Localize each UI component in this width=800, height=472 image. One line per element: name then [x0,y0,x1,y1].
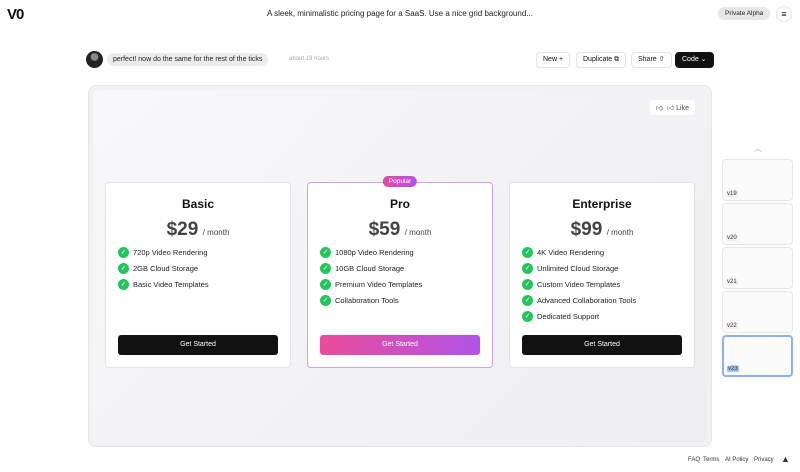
plan-price: $99 / month [522,219,682,241]
share-button[interactable]: Share ⇧ [631,52,672,68]
feature-label: 4K Video Rendering [537,247,604,257]
footer-terms[interactable]: Terms [703,457,720,463]
version-label: v22 [726,323,738,329]
version-thumbnail[interactable]: v19 [722,159,793,201]
hamburger-icon[interactable]: ≡ [776,6,792,22]
footer-ai-policy[interactable]: AI Policy [725,457,749,463]
check-icon: ✓ [522,246,533,258]
feature-item: ✓ Basic Video Templates [118,276,278,292]
feature-item: ✓ 720p Video Rendering [118,244,278,260]
chat-message: perfect! now do the same for the rest of… [107,53,269,66]
feature-item: ✓ Unlimited Cloud Storage [522,260,682,276]
code-button[interactable]: Code ⌄ [675,52,714,68]
check-icon: ✓ [320,278,331,290]
feature-label: Unlimited Cloud Storage [537,263,619,273]
popular-badge: Popular [382,176,418,187]
check-icon: ✓ [522,294,533,306]
new-button[interactable]: New + [536,52,571,68]
plan-name: Basic [181,197,215,211]
v0-logo[interactable]: V0 [7,6,24,23]
timestamp: about 19 hours [289,56,330,62]
feature-item: ✓ Dedicated Support [522,308,682,324]
private-alpha-badge: Private Alpha [718,7,771,20]
page-title: A sleek, minimalistic pricing page for a… [267,9,533,18]
thumbs-up-icon[interactable]: 👍︎ [666,105,675,112]
check-icon: ✓ [522,278,533,290]
get-started-button[interactable]: Get Started [320,335,480,355]
price-amount: $99 [570,219,603,240]
plan-name: Enterprise [572,197,632,211]
footer-privacy[interactable]: Privacy [754,457,774,463]
feature-item: ✓ 2GB Cloud Storage [118,260,278,276]
vercel-triangle-icon[interactable]: ▲ [781,454,790,464]
price-period: / month [202,228,230,237]
feature-item: ✓ Advanced Collaboration Tools [522,292,682,308]
feature-label: Premium Video Templates [335,279,423,289]
plan-price: $29 / month [118,219,278,241]
check-icon: ✓ [118,246,129,258]
feature-item: ✓ 10GB Cloud Storage [320,260,480,276]
feature-label: 720p Video Rendering [133,247,208,257]
avatar [86,51,103,68]
check-icon: ✓ [118,278,129,290]
version-label: v23 [727,366,739,372]
version-thumbnail[interactable]: v23 [722,335,793,377]
feature-label: Basic Video Templates [133,279,209,289]
version-label: v19 [726,191,738,197]
feature-label: Collaboration Tools [335,295,399,305]
feature-item: ✓ Premium Video Templates [320,276,480,292]
feature-item: ✓ 1080p Video Rendering [320,244,480,260]
feature-label: 10GB Cloud Storage [335,263,405,273]
duplicate-button[interactable]: Duplicate ⧉ [576,52,627,68]
version-label: v20 [726,235,738,241]
version-thumbnail[interactable]: v22 [722,291,793,333]
feature-label: 1080p Video Rendering [335,247,414,257]
like-label[interactable]: Like [676,105,689,112]
chevron-up-icon[interactable]: ︿ [754,144,762,153]
pricing-card-pro: Popular Pro $59 / month ✓ 1080p Video Rende… [307,176,493,368]
feature-label: Dedicated Support [537,311,600,321]
pricing-card-basic: Basic $29 / month ✓ 720p Video Rendering ✓ 2… [105,182,291,368]
version-thumbnail[interactable]: v20 [722,203,793,245]
feature-label: 2GB Cloud Storage [133,263,199,273]
feature-item: ✓ Collaboration Tools [320,292,480,308]
price-period: / month [404,228,432,237]
preview-frame: 👎︎ 👍︎ Like Basic $29 / month ✓ 720p Video … [88,85,712,447]
get-started-button[interactable]: Get Started [118,335,278,355]
feature-label: Custom Video Templates [537,279,621,289]
check-icon: ✓ [320,262,331,274]
price-amount: $29 [166,219,199,240]
check-icon: ✓ [522,262,533,274]
plan-price: $59 / month [320,219,480,241]
feature-item: ✓ 4K Video Rendering [522,244,682,260]
price-amount: $59 [368,219,401,240]
pricing-card-enterprise: Enterprise $99 / month ✓ 4K Video Renderin… [509,182,695,368]
price-period: / month [606,228,634,237]
feature-label: Advanced Collaboration Tools [537,295,637,305]
check-icon: ✓ [320,294,331,306]
feedback-buttons[interactable]: 👎︎ 👍︎ Like [649,100,695,115]
version-label: v21 [726,279,738,285]
thumbs-down-icon[interactable]: 👎︎ [655,105,663,112]
check-icon: ✓ [118,262,129,274]
plan-name: Pro [389,197,410,211]
check-icon: ✓ [320,246,331,258]
get-started-button[interactable]: Get Started [522,335,682,355]
footer-faq[interactable]: FAQ [688,457,701,463]
check-icon: ✓ [522,310,533,322]
feature-item: ✓ Custom Video Templates [522,276,682,292]
version-thumbnail[interactable]: v21 [722,247,793,289]
